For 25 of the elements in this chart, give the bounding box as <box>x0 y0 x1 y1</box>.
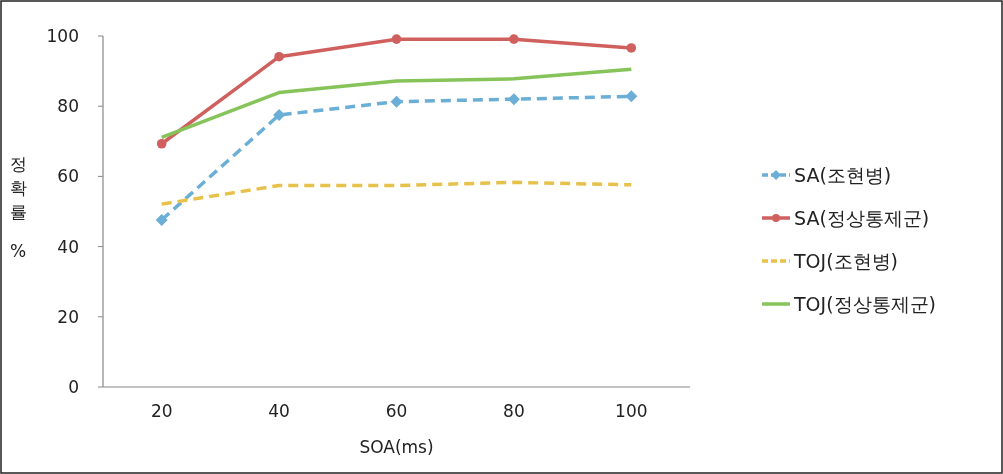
legend-label: TOJ(조현병) <box>793 250 898 272</box>
x-axis-title: SOA(ms) <box>359 437 434 457</box>
y-tick-label: 100 <box>46 26 79 46</box>
legend-label: TOJ(정상통제군) <box>793 293 936 315</box>
y-axis-title: 정확률 % <box>9 154 27 261</box>
x-tick-label: 100 <box>615 401 648 421</box>
y-tick-label: 20 <box>57 306 79 327</box>
legend-label: SA(정상통제군) <box>794 207 930 229</box>
x-tick-label: 40 <box>268 401 290 421</box>
y-tick-label: 0 <box>68 377 79 397</box>
point <box>626 43 637 53</box>
point <box>274 51 284 62</box>
point <box>156 138 167 149</box>
legend-label: SA(조현병) <box>794 164 892 186</box>
y-tick-label: 60 <box>57 166 79 187</box>
point <box>509 34 519 44</box>
y-tick-label: 40 <box>57 236 79 257</box>
point <box>625 90 638 103</box>
x-tick-label: 60 <box>385 401 408 421</box>
line-series <box>159 180 634 206</box>
y-tick-label: 80 <box>57 96 79 117</box>
point <box>155 213 168 226</box>
x-tick-label: 20 <box>150 401 173 421</box>
point <box>391 34 402 44</box>
x-tick-label: 80 <box>503 401 525 421</box>
